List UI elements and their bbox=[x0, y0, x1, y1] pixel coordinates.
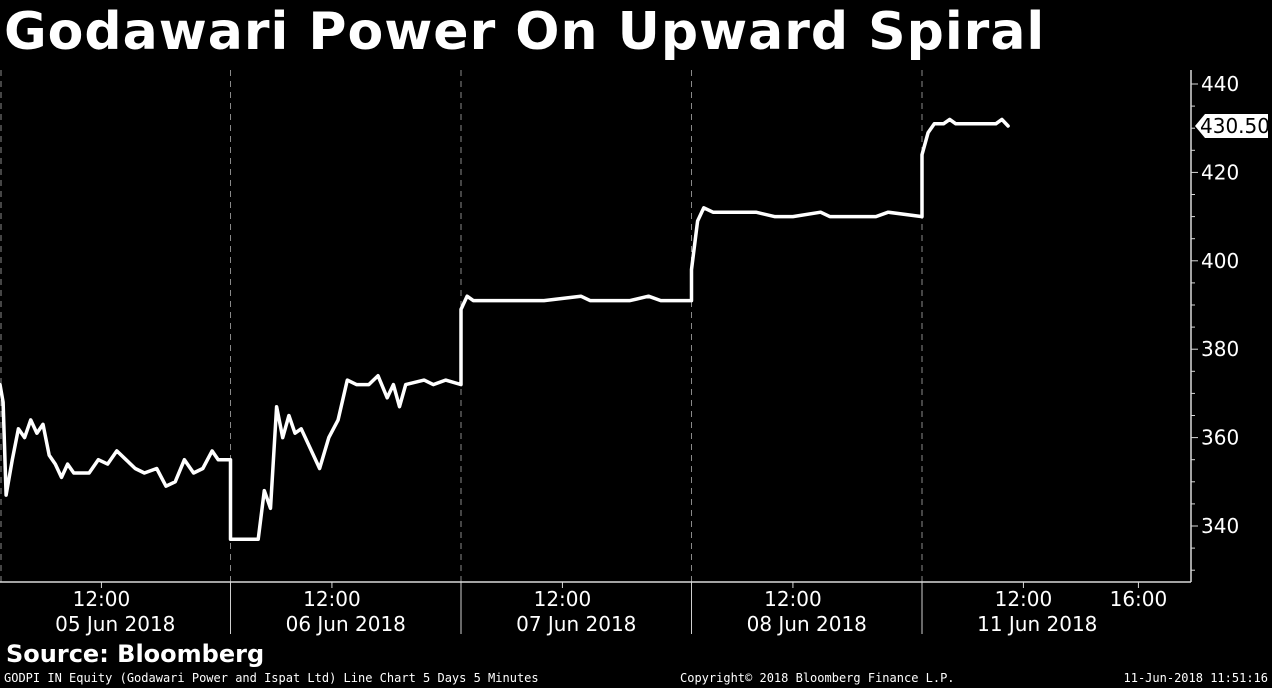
y-tick-label: 440 bbox=[1201, 72, 1239, 96]
y-tick-label: 340 bbox=[1201, 514, 1239, 538]
x-tick-label: 12:00 bbox=[73, 587, 131, 611]
source-label: Source: Bloomberg bbox=[6, 640, 265, 668]
footer-timestamp: 11-Jun-2018 11:51:16 bbox=[1123, 671, 1269, 685]
x-tick-label: 12:00 bbox=[764, 587, 822, 611]
footer-copyright: Copyright© 2018 Bloomberg Finance L.P. bbox=[680, 671, 955, 685]
y-tick-label: 380 bbox=[1201, 337, 1239, 361]
x-date-label: 08 Jun 2018 bbox=[747, 612, 867, 636]
last-value-marker bbox=[1195, 113, 1268, 138]
axis-labels: 340 360 380 400 420 440 12:00 12:00 12:00 12:00 12… bbox=[55, 72, 1270, 636]
axes bbox=[0, 70, 1198, 634]
x-date-label: 06 Jun 2018 bbox=[286, 612, 406, 636]
x-date-label: 05 Jun 2018 bbox=[55, 612, 175, 636]
footer-security-description: GODPI IN Equity (Godawari Power and Ispa… bbox=[4, 671, 539, 685]
x-tick-label: 12:00 bbox=[303, 587, 361, 611]
x-tick-label: 12:00 bbox=[995, 587, 1053, 611]
price-series-line bbox=[0, 117, 1010, 542]
y-tick-label: 400 bbox=[1201, 249, 1239, 273]
x-date-label: 11 Jun 2018 bbox=[977, 612, 1097, 636]
x-tick-label: 12:00 bbox=[534, 587, 592, 611]
y-tick-label: 360 bbox=[1201, 426, 1239, 450]
series bbox=[0, 117, 1010, 542]
last-value-label: 430.50 bbox=[1200, 114, 1270, 138]
x-tick-label: 16:00 bbox=[1110, 587, 1168, 611]
x-date-label: 07 Jun 2018 bbox=[516, 612, 636, 636]
chart-title: Godawari Power On Upward Spiral bbox=[4, 2, 1046, 62]
y-tick-label: 420 bbox=[1201, 160, 1239, 184]
